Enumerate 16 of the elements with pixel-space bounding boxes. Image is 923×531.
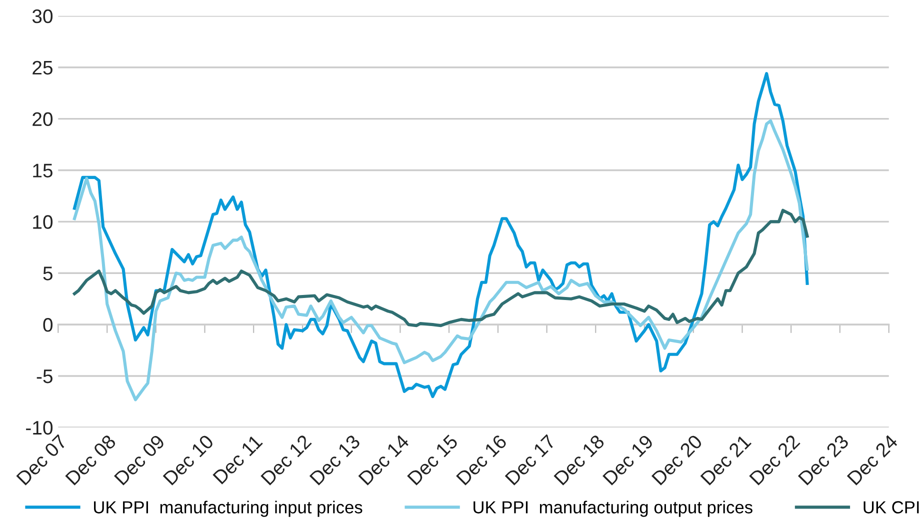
y-tick-label: 10 — [33, 215, 53, 229]
legend-label: UK PPI manufacturing input prices — [94, 500, 362, 517]
y-tick-label: 25 — [32, 60, 52, 75]
y-tick-label: 30 — [32, 9, 53, 24]
line-series — [72, 72, 809, 398]
y-tick-label: -5 — [36, 370, 52, 384]
line-series — [72, 119, 809, 402]
y-tick-label: -10 — [26, 420, 53, 435]
x-tick-label: Dec 24 — [846, 434, 899, 486]
y-tick-label: 5 — [43, 266, 52, 280]
y-tick-label: 0 — [43, 318, 53, 332]
line-series — [72, 208, 809, 328]
y-tick-label: 20 — [32, 112, 53, 126]
y-tick-label: 15 — [33, 164, 52, 178]
legend-label: UK PPI manufacturing output prices — [474, 500, 752, 517]
legend-label: UK CPI — [864, 501, 919, 514]
